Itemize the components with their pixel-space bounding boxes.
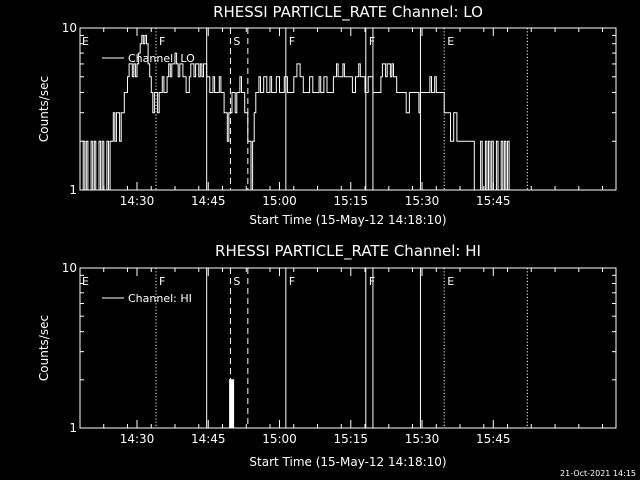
hi-y-tick-label: 10	[62, 261, 77, 275]
hi-y-tick-label: 1	[69, 421, 77, 435]
hi-x-tick-label: 14:30	[120, 432, 155, 446]
hi-event-marker-label: F	[369, 275, 375, 288]
lo-y-tick-label: 10	[62, 21, 77, 35]
lo-edge-marker-label: E	[82, 35, 89, 48]
hi-x-tick-label: 15:00	[262, 432, 297, 446]
hi-series-line	[228, 379, 235, 429]
plot-timestamp: 21-Oct-2021 14:15	[560, 469, 636, 478]
lo-x-tick-label: 14:45	[191, 194, 226, 208]
lo-plot-frame	[79, 27, 617, 191]
hi-x-tick-label: 14:45	[191, 432, 226, 446]
hi-event-marker-label: E	[447, 275, 454, 288]
lo-x-tick-label: 15:15	[333, 194, 368, 208]
hi-x-tick-label: 15:15	[333, 432, 368, 446]
lo-x-axis-label: Start Time (15-May-12 14:18:10)	[249, 213, 446, 227]
lo-event-marker-label: F	[289, 35, 295, 48]
lo-y-tick-label: 1	[69, 183, 77, 197]
lo-series-line	[80, 34, 514, 191]
lo-event-marker-label: F	[159, 35, 165, 48]
hi-x-tick-label: 15:45	[476, 432, 511, 446]
hi-x-axis-label: Start Time (15-May-12 14:18:10)	[249, 455, 446, 469]
lo-channel-panel: RHESSI PARTICLE_RATE Channel: LO Counts/…	[37, 3, 617, 227]
lo-y-axis-label: Counts/sec	[37, 76, 51, 142]
lo-chart-title: RHESSI PARTICLE_RATE Channel: LO	[213, 3, 483, 22]
hi-event-marker-label: F	[289, 275, 295, 288]
hi-event-marker-label: S	[233, 275, 240, 288]
hi-y-axis-label: Counts/sec	[37, 315, 51, 381]
hi-legend-label: Channel: HI	[128, 292, 192, 305]
hi-edge-marker-label: E	[82, 275, 89, 288]
lo-legend-label: Channel: LO	[128, 52, 195, 65]
lo-x-tick-label: 14:30	[120, 194, 155, 208]
lo-event-marker-label: F	[369, 35, 375, 48]
lo-event-marker-label: E	[447, 35, 454, 48]
lo-event-marker-label: S	[233, 35, 240, 48]
hi-chart-title: RHESSI PARTICLE_RATE Channel: HI	[215, 242, 481, 261]
hi-x-tick-label: 15:30	[405, 432, 440, 446]
hi-event-marker-label: F	[159, 275, 165, 288]
lo-x-tick-label: 15:30	[405, 194, 440, 208]
lo-x-tick-label: 15:00	[262, 194, 297, 208]
lo-x-tick-label: 15:45	[476, 194, 511, 208]
hi-plot-frame	[79, 267, 617, 429]
hi-channel-panel: RHESSI PARTICLE_RATE Channel: HI Counts/…	[37, 242, 617, 469]
